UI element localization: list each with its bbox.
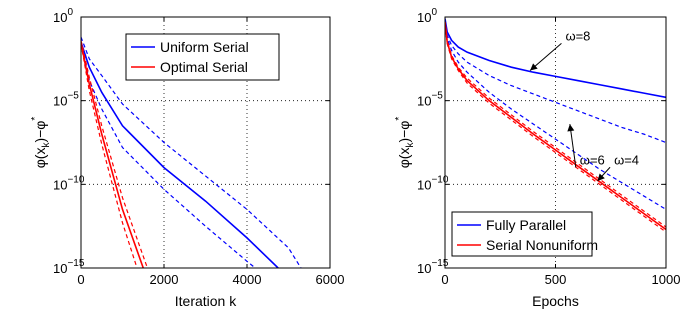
legend-box xyxy=(125,33,280,81)
series-line-4 xyxy=(445,21,666,228)
annotation: ω=4 xyxy=(597,152,639,182)
y-tick-label: 10−10 xyxy=(53,174,85,192)
x-tick-label: 4000 xyxy=(233,272,262,287)
grid xyxy=(81,17,330,268)
grid xyxy=(445,17,666,268)
x-tick-label: 500 xyxy=(545,272,567,287)
legend-entry: Serial Nonuniform xyxy=(486,237,598,253)
annotation-label: ω=6 xyxy=(580,152,605,167)
left-chart: 0 2000 4000 600010010−510−1010−15Iteration … xyxy=(30,7,344,309)
y-tick-label: 10−5 xyxy=(53,91,79,109)
series-line-0 xyxy=(445,18,666,99)
y-axis-label: φ(xk)−φ* xyxy=(30,117,52,169)
y-tick-label: 10−10 xyxy=(417,174,449,192)
series-group xyxy=(445,18,666,233)
series-line-2 xyxy=(445,20,666,210)
y-axis-label: φ(xk)−φ* xyxy=(394,117,416,169)
x-tick-label: 2000 xyxy=(150,272,179,287)
legend-box xyxy=(451,211,593,257)
right-chart: 0 500 100010010−510−1010−15Epochsφ(xk)−φ*F… xyxy=(394,7,680,309)
y-tick-label: 100 xyxy=(417,7,437,25)
legend-entry: Fully Parallel xyxy=(486,217,566,233)
x-tick-label: 0 xyxy=(441,272,448,287)
series-line-0 xyxy=(81,41,279,268)
legend: Uniform Serial Optimal Serial xyxy=(125,33,280,81)
x-tick-label: 0 xyxy=(77,272,84,287)
plot-frame xyxy=(80,16,331,269)
annotation-arrowhead xyxy=(530,63,538,71)
series-line-1 xyxy=(81,36,302,268)
annotation-label: ω=4 xyxy=(614,152,639,167)
annotation-arrowhead xyxy=(567,124,575,132)
series-line-4 xyxy=(81,40,148,268)
x-tick-label: 1000 xyxy=(652,272,681,287)
annotation-arrowhead xyxy=(597,173,605,181)
series-line-5 xyxy=(81,43,138,268)
y-tick-label: 100 xyxy=(53,7,73,25)
legend-entry: Optimal Serial xyxy=(160,59,248,75)
x-axis-label: Iteration k xyxy=(175,293,237,309)
annotation: ω=6 xyxy=(567,124,605,168)
y-tick-label: 10−5 xyxy=(417,91,443,109)
series-group xyxy=(81,36,302,268)
x-tick-label: 6000 xyxy=(316,272,345,287)
series-line-3 xyxy=(445,21,666,231)
x-axis-label: Epochs xyxy=(532,293,579,309)
series-line-1 xyxy=(445,20,666,144)
annotation: ω=8 xyxy=(529,28,590,71)
legend-entry: Uniform Serial xyxy=(160,39,249,55)
legend: Fully Parallel Serial Nonuniform xyxy=(451,211,598,257)
series-line-2 xyxy=(81,41,256,268)
annotation-label: ω=8 xyxy=(565,28,590,43)
annotation-arrow xyxy=(569,124,577,168)
